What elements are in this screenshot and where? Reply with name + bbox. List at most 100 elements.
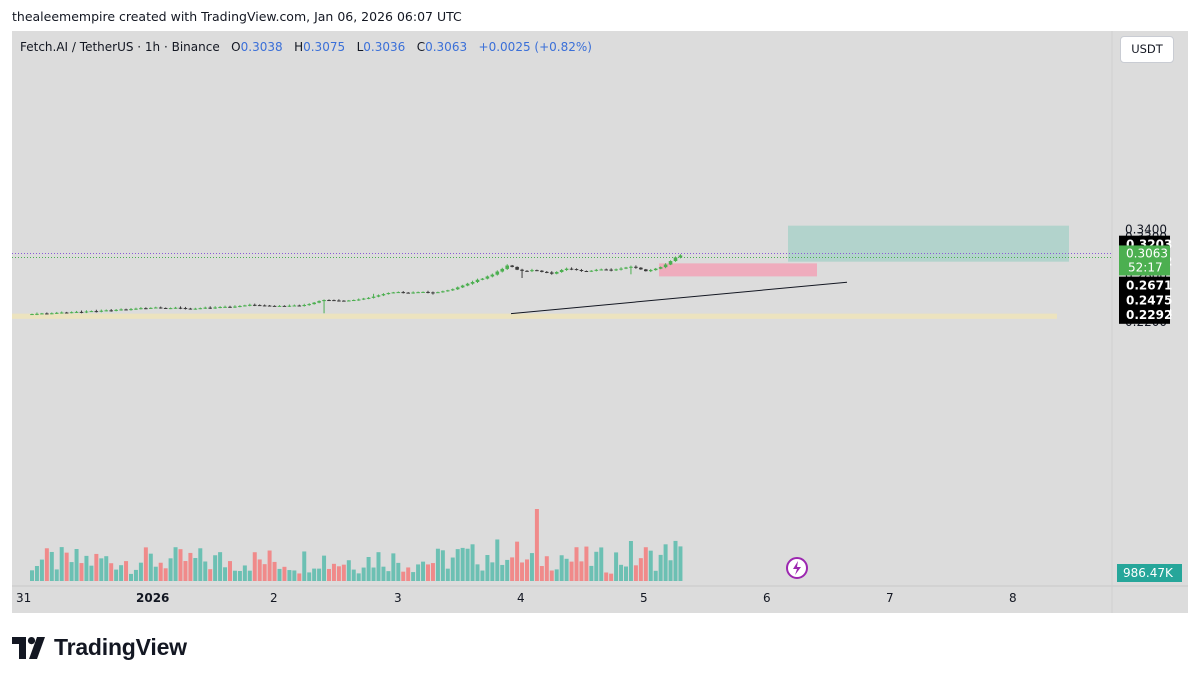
volume-bar <box>188 552 193 581</box>
volume-bar <box>193 557 198 581</box>
volume-bar <box>510 557 515 581</box>
volume-bar <box>475 564 480 581</box>
y-tick-label: 0.3400 <box>1125 223 1167 237</box>
open-value: 0.3038 <box>240 40 283 54</box>
candle-body <box>594 269 599 271</box>
volume-bar <box>331 563 336 581</box>
support-zone <box>12 313 1057 319</box>
volume-bar <box>69 562 74 581</box>
candle-body <box>589 270 594 272</box>
volume-bar <box>287 570 292 581</box>
volume-bar <box>633 565 638 581</box>
candle-body <box>470 282 475 284</box>
currency-button[interactable]: USDT <box>1120 36 1174 63</box>
candle-body <box>69 312 74 314</box>
volume-bar <box>539 566 544 581</box>
tradingview-logo[interactable]: TradingView <box>12 634 187 661</box>
volume-bar <box>658 554 663 581</box>
volume-bar <box>247 570 252 581</box>
candle-body <box>668 261 673 265</box>
volume-bar <box>124 561 129 581</box>
candle-body <box>79 311 84 313</box>
tradingview-wordmark: TradingView <box>54 634 187 660</box>
candle-body <box>54 312 59 314</box>
x-tick-label: 31 <box>16 591 31 605</box>
volume-bar <box>322 555 327 581</box>
volume-bar <box>371 567 376 581</box>
volume-bar <box>460 547 465 581</box>
candle-body <box>74 311 79 313</box>
volume-bar <box>445 568 450 581</box>
volume-bar <box>668 560 673 581</box>
candle-body <box>124 309 128 311</box>
candle-body <box>361 298 366 300</box>
candle-body <box>134 308 138 310</box>
candle-body <box>673 257 678 262</box>
candle-body <box>94 311 99 313</box>
x-tick-label: 3 <box>394 591 402 605</box>
volume-bar <box>628 541 633 581</box>
volume-bar <box>564 558 569 581</box>
volume-bar <box>203 561 208 581</box>
candle-body <box>257 305 262 307</box>
volume-bar <box>569 561 574 581</box>
volume-bar <box>529 553 534 581</box>
volume-bar <box>341 564 346 581</box>
candle-body <box>554 272 559 274</box>
volume-bar <box>104 556 109 581</box>
volume-bar <box>148 553 153 581</box>
candle-body <box>490 274 495 277</box>
candle-body <box>297 305 302 307</box>
volume-bar <box>515 541 520 581</box>
volume-bar <box>416 564 421 581</box>
volume-bar <box>574 547 579 581</box>
candle-body <box>218 307 222 309</box>
candle-body <box>406 292 410 294</box>
volume-bar <box>648 550 653 581</box>
volume-bar <box>401 571 406 581</box>
volume-bar <box>143 547 148 581</box>
volume-bar <box>237 570 242 581</box>
volume-bar <box>39 559 44 581</box>
volume-bar <box>559 555 564 581</box>
candle-body <box>530 270 534 272</box>
candle-body <box>678 255 683 258</box>
candle-body <box>262 305 267 307</box>
volume-bar <box>153 566 158 581</box>
candle-body <box>119 309 123 311</box>
volume-bar <box>376 552 381 581</box>
x-tick-label: 4 <box>517 591 525 605</box>
candle-body <box>436 292 440 294</box>
volume-bar <box>223 567 228 581</box>
volume-bar <box>257 559 262 581</box>
chart-area[interactable]: 31202623456780.34000.33000.31000.29000.2… <box>12 31 1188 613</box>
volume-bar <box>604 572 609 581</box>
symbol-legend[interactable]: Fetch.AI / TetherUS · 1h · Binance O0.30… <box>20 40 592 54</box>
volume-bar <box>173 547 178 581</box>
candle-body <box>545 271 549 273</box>
candle-body <box>401 292 406 294</box>
price-chart[interactable]: 31202623456780.34000.33000.31000.29000.2… <box>12 31 1188 613</box>
symbol-title: Fetch.AI / TetherUS · 1h · Binance <box>20 40 220 54</box>
candle-body <box>312 302 316 305</box>
candle-body <box>129 309 133 311</box>
candle-body <box>89 311 94 313</box>
volume-bar <box>589 565 594 581</box>
low-value: 0.3036 <box>363 40 406 54</box>
candle-body <box>396 292 401 294</box>
candle-body <box>302 305 307 307</box>
candle-body <box>663 264 668 268</box>
candle-body <box>342 300 346 302</box>
candle-body <box>267 305 272 307</box>
volume-bar <box>94 553 99 581</box>
volume-bar <box>89 565 94 581</box>
volume-bar <box>619 564 624 581</box>
candle-body <box>233 306 237 308</box>
volume-bar <box>549 570 554 581</box>
candle-body <box>50 313 54 315</box>
low-label: L <box>356 40 364 54</box>
candle-body <box>99 310 104 312</box>
volume-bar <box>480 570 485 581</box>
volume-bar <box>327 568 331 581</box>
open-label: O <box>231 40 241 54</box>
